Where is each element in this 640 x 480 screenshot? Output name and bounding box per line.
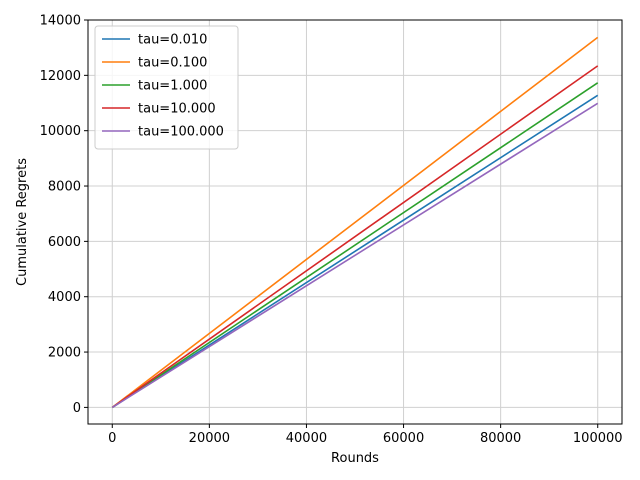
x-tick-label: 100000 <box>573 431 623 446</box>
legend: tau=0.010 tau=0.100 tau=1.000 tau=10.000 tau… <box>95 26 238 149</box>
y-axis-label: Cumulative Regrets <box>15 158 30 286</box>
legend-label: tau=1.000 <box>138 79 207 94</box>
y-tick-label: 6000 <box>48 235 81 250</box>
y-tick-label: 4000 <box>48 290 81 305</box>
legend-label: tau=100.000 <box>138 125 224 140</box>
legend-label: tau=10.000 <box>138 102 216 117</box>
y-tick-label: 12000 <box>40 69 81 84</box>
x-axis-label: Rounds <box>331 451 379 466</box>
y-axis-ticks: 0 2000 4000 6000 8000 10000 12000 14000 <box>40 14 88 416</box>
x-tick-label: 0 <box>108 431 116 446</box>
y-tick-label: 10000 <box>40 124 81 139</box>
legend-label: tau=0.100 <box>138 56 207 71</box>
y-tick-label: 14000 <box>40 14 81 29</box>
y-tick-label: 2000 <box>48 346 81 361</box>
x-tick-label: 60000 <box>383 431 424 446</box>
x-axis-ticks: 0 20000 40000 60000 80000 100000 <box>108 424 622 446</box>
y-tick-label: 0 <box>73 401 81 416</box>
x-tick-label: 80000 <box>480 431 521 446</box>
x-tick-label: 20000 <box>189 431 230 446</box>
x-tick-label: 40000 <box>286 431 327 446</box>
legend-label: tau=0.010 <box>138 33 207 48</box>
y-tick-label: 8000 <box>48 180 81 195</box>
